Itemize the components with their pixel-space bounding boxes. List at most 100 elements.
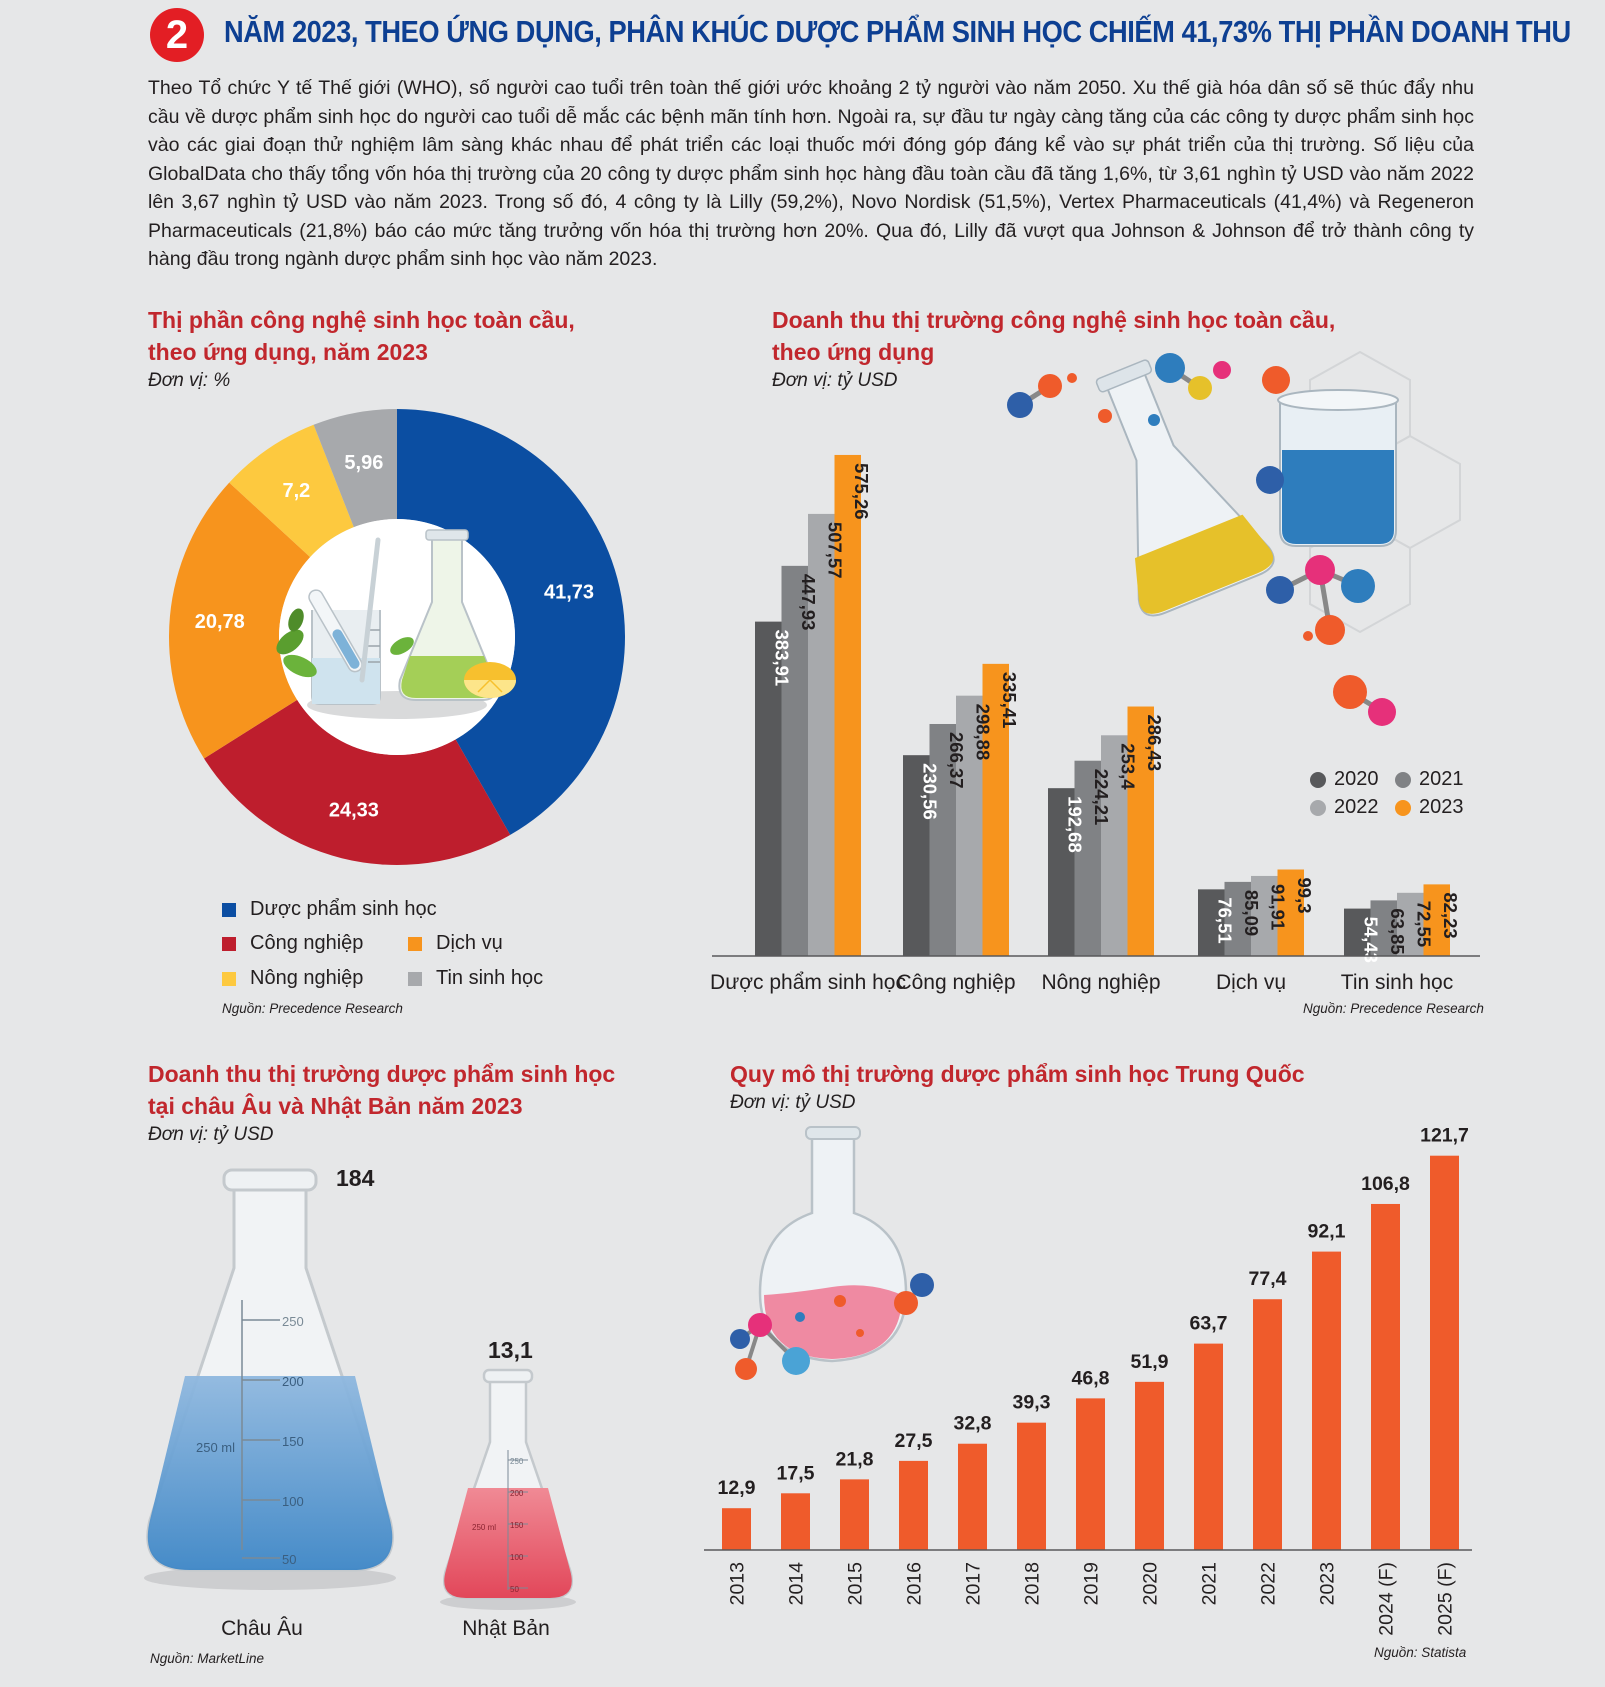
bar-value-label: 77,4 — [1249, 1268, 1287, 1290]
flask-volume-label: 250 ml — [472, 1523, 496, 1532]
flask-europe: 250 200 150 100 50 250 ml — [144, 1168, 396, 1590]
legend-label: Nông nghiệp — [250, 967, 364, 989]
category-label: 2020 — [1140, 1562, 1162, 1606]
legend-item-2020: 2020 — [1310, 768, 1379, 791]
bar-2013 — [722, 1508, 751, 1550]
bar-value-label: 54,43 — [1360, 917, 1381, 963]
legend-label: 2021 — [1419, 768, 1464, 790]
legend-item-nong-nghiep: Nông nghiệp — [222, 967, 363, 990]
flask-source: Nguồn: MarketLine — [150, 1651, 265, 1666]
bar-2021 — [1194, 1343, 1223, 1550]
bar-2023-1 — [982, 663, 1009, 956]
legend-item-2022: 2022 — [1310, 796, 1379, 819]
bar-2023-0 — [834, 454, 861, 956]
donut-title-line1: Thị phần công nghệ sinh học toàn cầu, — [148, 307, 575, 333]
china-bar-chart: 12,9 17,5 21,8 27,5 32,8 39,3 46,8 51,9 63,7 77,4… — [704, 1125, 1472, 1636]
bar-2023-4 — [1423, 884, 1450, 956]
bar-2020-0 — [755, 621, 782, 956]
category-label: 2018 — [1022, 1562, 1044, 1605]
donut-unit: Đơn vị: % — [148, 370, 231, 391]
header: 2 NĂM 2023, THEO ỨNG DỤNG, PHÂN KHÚC DƯỢ… — [150, 8, 1571, 64]
donut-value-label: 24,33 — [329, 800, 379, 822]
bar-2015 — [840, 1479, 869, 1550]
value-label-europe: 184 — [336, 1165, 375, 1191]
donut-chart: 41,73 24,33 20,78 7,2 5,96 — [168, 409, 625, 865]
bar-2021-3 — [1224, 881, 1251, 956]
flask-volume-label: 250 ml — [196, 1440, 235, 1455]
bar-2017 — [958, 1443, 987, 1550]
category-label: 2013 — [727, 1562, 749, 1605]
bar-value-label: 85,09 — [1241, 890, 1262, 936]
bar-value-label: 99,3 — [1294, 878, 1315, 914]
bar-2020-3 — [1198, 889, 1225, 956]
legend-label: 2022 — [1334, 796, 1379, 818]
donut-value-label: 20,78 — [195, 611, 245, 633]
flask-tick-label: 50 — [510, 1585, 519, 1594]
bar-2020-2 — [1048, 788, 1075, 956]
bar-2024 (F) — [1371, 1203, 1400, 1550]
legend-item-duoc-pham: Dược phẩm sinh học — [222, 898, 437, 921]
legend-dot — [1395, 799, 1411, 816]
bar-2020 — [1135, 1381, 1164, 1550]
flask-tick-label: 250 — [282, 1314, 304, 1329]
bar-value-label: 32,8 — [954, 1413, 992, 1435]
donut-slice-0 — [397, 409, 625, 835]
donut-slice-1 — [204, 699, 511, 865]
round-flask-illustration — [730, 1126, 934, 1380]
bar-value-label: 224,21 — [1091, 769, 1112, 826]
bar-value-label: 335,41 — [999, 672, 1020, 729]
legend-label: 2020 — [1334, 768, 1379, 790]
legend-swatch — [408, 971, 422, 986]
bar-2021-2 — [1074, 760, 1101, 956]
bar-value-label: 72,55 — [1413, 901, 1434, 947]
legend-item-cong-nghiep: Công nghiệp — [222, 932, 363, 955]
bar-value-label: 21,8 — [836, 1448, 874, 1470]
bar-value-label: 192,68 — [1064, 796, 1085, 853]
flask-japan: 250 200 150 100 50 250 ml — [440, 1368, 576, 1610]
flask-chart: 250 200 150 100 50 250 ml 250 200 150 10… — [144, 1165, 576, 1640]
bar-value-label: 27,5 — [895, 1430, 933, 1452]
category-label: 2017 — [963, 1562, 985, 1605]
bar-value-label: 46,8 — [1072, 1367, 1110, 1389]
category-label: 2021 — [1199, 1562, 1221, 1605]
bar-2023 — [1312, 1251, 1341, 1550]
grouped-title-line2: theo ứng dụng — [772, 339, 935, 365]
flask-tick-label: 100 — [282, 1494, 304, 1509]
bar-value-label: 63,7 — [1190, 1313, 1228, 1335]
legend-dot — [1310, 771, 1326, 788]
category-label: 2014 — [786, 1562, 808, 1606]
bar-value-label: 507,57 — [824, 522, 845, 579]
bar-2021-0 — [781, 565, 808, 956]
legend-label: Tin sinh học — [436, 967, 544, 989]
bar-2023-2 — [1127, 706, 1154, 956]
category-label: 2023 — [1317, 1562, 1339, 1605]
category-label-japan: Nhật Bản — [462, 1617, 550, 1640]
lab-glassware-illustration — [276, 519, 516, 755]
bar-2021-4 — [1370, 900, 1397, 956]
legend-item-dich-vu: Dịch vụ — [408, 932, 503, 955]
chemistry-illustration — [1007, 350, 1461, 726]
category-label: Nông nghiệp — [1041, 971, 1160, 994]
bar-2022 — [1253, 1299, 1282, 1550]
value-label-japan: 13,1 — [488, 1337, 533, 1363]
category-label: 2019 — [1081, 1562, 1103, 1605]
grouped-title-line1: Doanh thu thị trường công nghệ sinh học … — [772, 307, 1336, 333]
bar-value-label: 266,37 — [946, 732, 967, 789]
china-source: Nguồn: Statista — [1374, 1645, 1467, 1660]
bar-value-label: 91,91 — [1267, 884, 1288, 930]
legend-label: Dịch vụ — [436, 932, 503, 954]
donut-source: Nguồn: Precedence Research — [222, 1001, 403, 1016]
bar-2021-1 — [929, 723, 956, 956]
donut-slice-2 — [168, 482, 311, 759]
category-label: Dược phẩm sinh học — [710, 971, 906, 994]
bar-2022-2 — [1101, 735, 1128, 956]
flask-tick-label: 100 — [510, 1553, 524, 1562]
category-label: 2016 — [904, 1562, 926, 1605]
bar-value-label: 17,5 — [777, 1462, 815, 1484]
bar-2020-1 — [903, 755, 930, 956]
legend-label: 2023 — [1419, 796, 1464, 818]
bar-value-label: 575,26 — [851, 463, 872, 520]
donut-value-label: 5,96 — [344, 452, 383, 474]
legend-swatch — [408, 936, 422, 951]
legend-dot — [1310, 799, 1326, 816]
